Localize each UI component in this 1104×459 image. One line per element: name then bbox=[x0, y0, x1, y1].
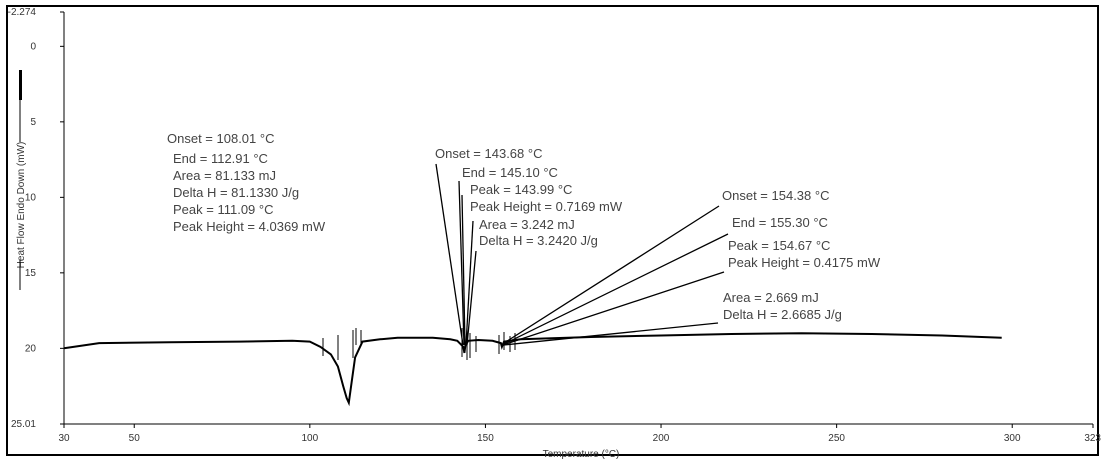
x-ticks: 30 50 100 150 200 250 300 323 bbox=[58, 424, 1101, 444]
series-line bbox=[63, 332, 1002, 407]
annotation-line: Peak Height = 0.7169 mW bbox=[470, 199, 623, 214]
y-tick-label: 20 bbox=[25, 343, 37, 354]
annotation-line: Peak Height = 0.4175 mW bbox=[728, 255, 881, 270]
annotation-line: End = 112.91 °C bbox=[173, 151, 268, 166]
annotation-line: Area = 3.242 mJ bbox=[479, 217, 575, 232]
annotation-line: Delta H = 81.1330 J/g bbox=[173, 185, 299, 200]
y-label-marker bbox=[19, 70, 22, 100]
annotation-leader bbox=[466, 250, 477, 346]
y-tick-label: 0 bbox=[30, 41, 36, 52]
x-axis-label: Temperature (°C) bbox=[543, 449, 620, 459]
annotation-line: Delta H = 2.6685 J/g bbox=[723, 307, 842, 322]
peak-markers bbox=[322, 328, 516, 360]
annotations: Onset = 108.01 °C End = 112.91 °C Area = 8… bbox=[167, 131, 881, 322]
heat-flow-curve bbox=[63, 332, 1002, 407]
y-ticks: -2.274 0 5 10 15 20 25.01 bbox=[8, 7, 64, 430]
annotation-leader bbox=[502, 271, 725, 346]
annotation-line: Area = 81.133 mJ bbox=[173, 168, 276, 183]
axes bbox=[63, 12, 1093, 425]
annotation-leader bbox=[458, 180, 465, 346]
y-tick-label: -2.274 bbox=[8, 7, 37, 18]
y-tick-label: 15 bbox=[25, 268, 37, 279]
annotation-leader bbox=[461, 194, 466, 346]
annotation-line: Delta H = 3.2420 J/g bbox=[479, 233, 598, 248]
x-tick-label: 30 bbox=[58, 433, 70, 444]
annotation-line: Peak Height = 4.0369 mW bbox=[173, 219, 326, 234]
annotation-leader bbox=[435, 163, 464, 346]
annotation-leader bbox=[500, 205, 720, 346]
annotation-line: Area = 2.669 mJ bbox=[723, 290, 819, 305]
y-tick-label: 10 bbox=[25, 192, 37, 203]
annotation-line: End = 155.30 °C bbox=[732, 215, 828, 230]
annotation-line: Peak = 154.67 °C bbox=[728, 238, 830, 253]
y-tick-label: 5 bbox=[30, 117, 36, 128]
x-tick-label: 300 bbox=[1004, 433, 1021, 444]
annotation-line: Onset = 108.01 °C bbox=[167, 131, 274, 146]
y-axis-label: Heat Flow Endo Down (mW) bbox=[16, 142, 27, 269]
annotation-leaders bbox=[435, 163, 729, 346]
chart-frame bbox=[6, 5, 1099, 456]
y-tick-label: 25.01 bbox=[11, 419, 36, 430]
x-tick-label: 50 bbox=[129, 433, 141, 444]
annotation-line: Onset = 143.68 °C bbox=[435, 146, 542, 161]
annotation-line: Peak = 143.99 °C bbox=[470, 182, 572, 197]
annotation-line: Peak = 111.09 °C bbox=[173, 202, 273, 217]
annotation-leader bbox=[503, 322, 719, 346]
annotation-leader bbox=[465, 220, 474, 346]
annotation-line: End = 145.10 °C bbox=[462, 165, 558, 180]
y-axis-label-group: Heat Flow Endo Down (mW) bbox=[16, 70, 27, 290]
x-tick-label: 200 bbox=[653, 433, 670, 444]
x-tick-label: 150 bbox=[477, 433, 494, 444]
x-tick-label: 250 bbox=[828, 433, 845, 444]
x-tick-label: 100 bbox=[301, 433, 318, 444]
annotation-line: Onset = 154.38 °C bbox=[722, 188, 829, 203]
annotation-leader bbox=[501, 233, 729, 346]
x-tick-label: 323 bbox=[1084, 433, 1101, 444]
